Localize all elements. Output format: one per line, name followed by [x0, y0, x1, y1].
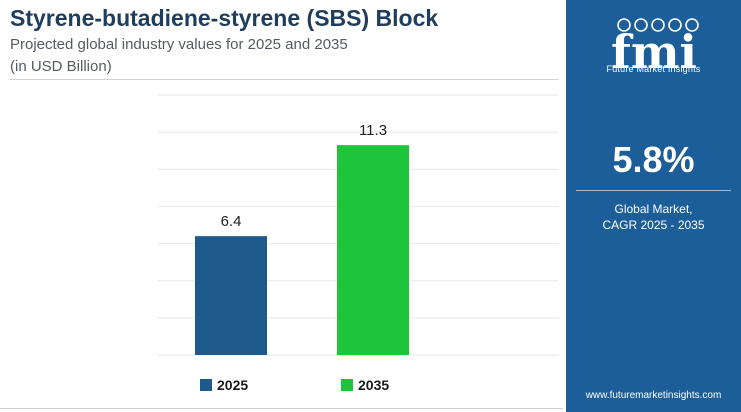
bars [195, 145, 409, 355]
legend-item-2035: 2035 [341, 377, 389, 393]
footer-divider [0, 408, 563, 409]
summary-panel: fmi Future Market Insights 5.8% Global M… [566, 0, 741, 412]
cagr-label-line1: Global Market, [614, 202, 693, 216]
data-label-2035: 11.3 [359, 122, 387, 139]
legend-swatch-2025 [200, 379, 212, 391]
cagr-label-line2: CAGR 2025 - 2035 [602, 218, 705, 232]
chart-unit: (in USD Billion) [10, 58, 112, 75]
logo-text: fmi [611, 25, 697, 74]
legend-label-2025: 2025 [217, 377, 249, 393]
chart-title: Styrene-butadiene-styrene (SBS) Block [10, 5, 439, 31]
legend-swatch-2035 [341, 379, 353, 391]
bar-2025 [195, 236, 267, 355]
bar-2035 [337, 145, 409, 355]
data-labels: 6.4 11.3 [221, 122, 387, 230]
data-label-2025: 6.4 [221, 213, 242, 230]
website-link[interactable]: www.futuremarketinsights.com [585, 390, 722, 401]
cagr-value: 5.8% [612, 139, 695, 180]
bar-chart: 6.4 11.3 [158, 94, 559, 356]
legend-item-2025: 2025 [200, 377, 248, 393]
logo-tagline: Future Market Insights [606, 64, 701, 74]
panel-divider [576, 190, 731, 191]
fmi-logo-icon: fmi [611, 18, 699, 74]
legend-label-2035: 2035 [358, 377, 390, 393]
header-divider [10, 79, 559, 80]
chart-subtitle: Projected global industry values for 202… [10, 36, 348, 53]
